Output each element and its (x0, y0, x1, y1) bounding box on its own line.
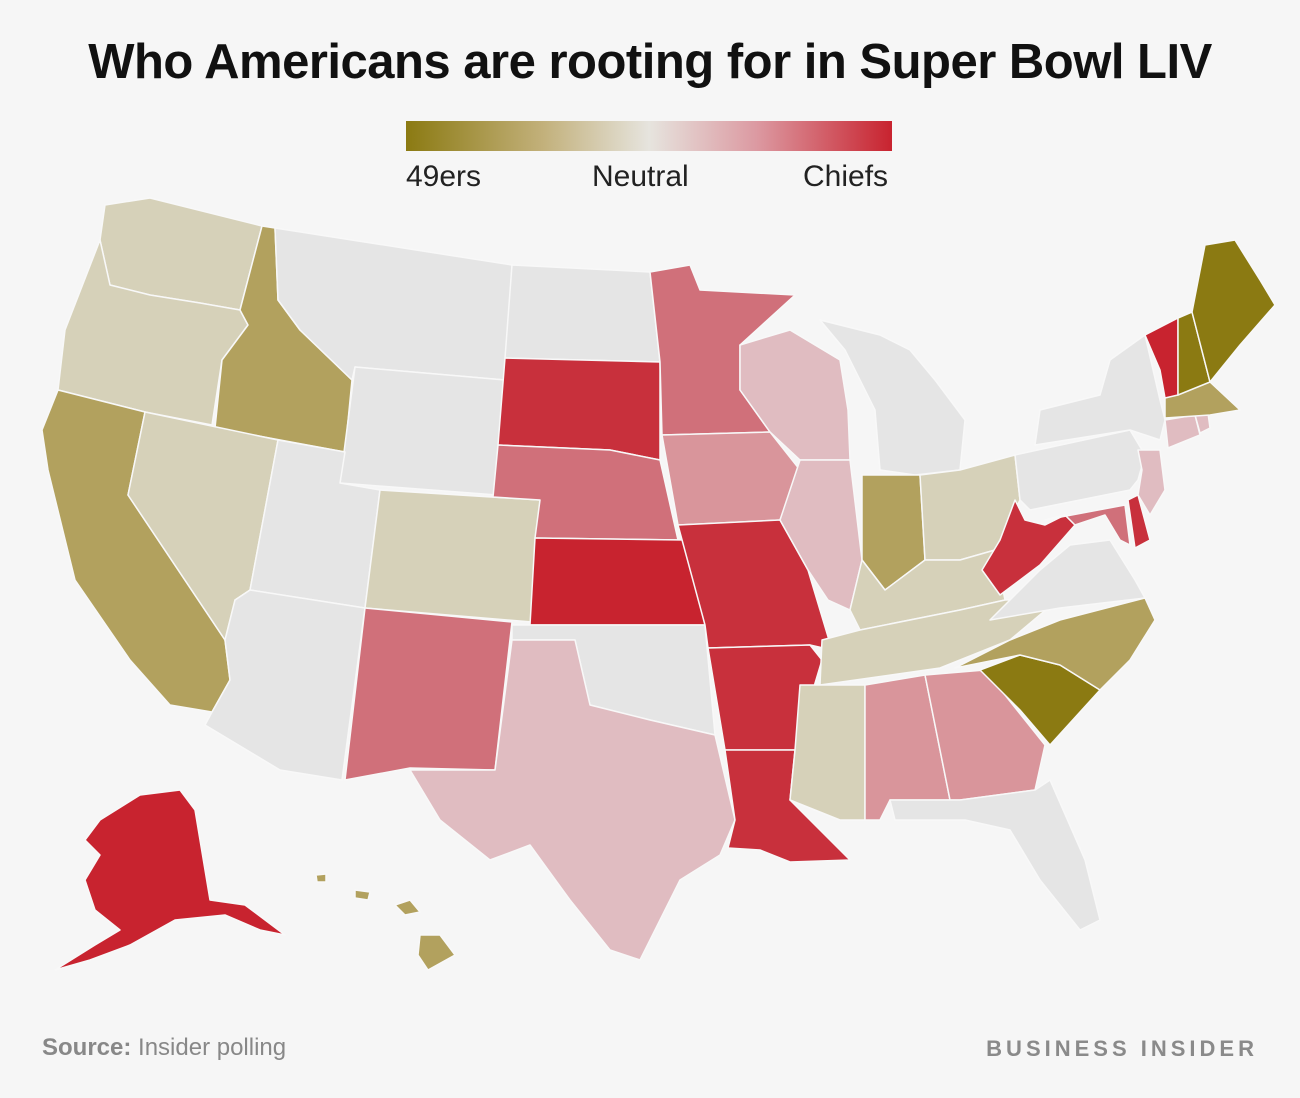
map-title: Who Americans are rooting for in Super B… (88, 35, 1212, 89)
state-delaware (1127, 494, 1151, 549)
state-colorado (364, 489, 541, 623)
state-illinois (779, 459, 863, 611)
state-west-virginia (981, 499, 1076, 596)
state-north-dakota (504, 264, 661, 363)
state-new-jersey (1137, 449, 1166, 516)
state-mississippi (789, 684, 866, 821)
state-alaska (54, 789, 286, 971)
state-maryland (1044, 504, 1131, 546)
state-north-carolina (954, 597, 1156, 691)
state-maine (1191, 239, 1276, 383)
legend-gradient-bar (406, 121, 892, 151)
state-arizona (204, 589, 366, 781)
state-virginia (989, 539, 1146, 621)
source-note: Source: Insider polling (42, 1034, 286, 1062)
state-texas (409, 639, 736, 961)
state-connecticut (1164, 414, 1201, 449)
state-wyoming (339, 366, 506, 496)
state-iowa (661, 431, 801, 526)
state-south-dakota (497, 357, 661, 461)
source-label: Source: (42, 1034, 132, 1061)
state-kansas (529, 537, 706, 626)
state-florida (889, 779, 1101, 931)
legend-label-neutral: Neutral (592, 160, 689, 193)
state-new-mexico (344, 607, 513, 781)
source-text: Insider polling (138, 1034, 287, 1061)
state-pennsylvania (1014, 429, 1146, 511)
legend-label-chiefs: Chiefs (803, 160, 889, 193)
state-hawaii (315, 873, 456, 971)
state-new-york (1034, 334, 1166, 446)
brand-logo: BUSINESS INSIDER (986, 1036, 1258, 1061)
state-vermont (1144, 317, 1179, 399)
legend-label-49ers: 49ers (406, 160, 482, 193)
